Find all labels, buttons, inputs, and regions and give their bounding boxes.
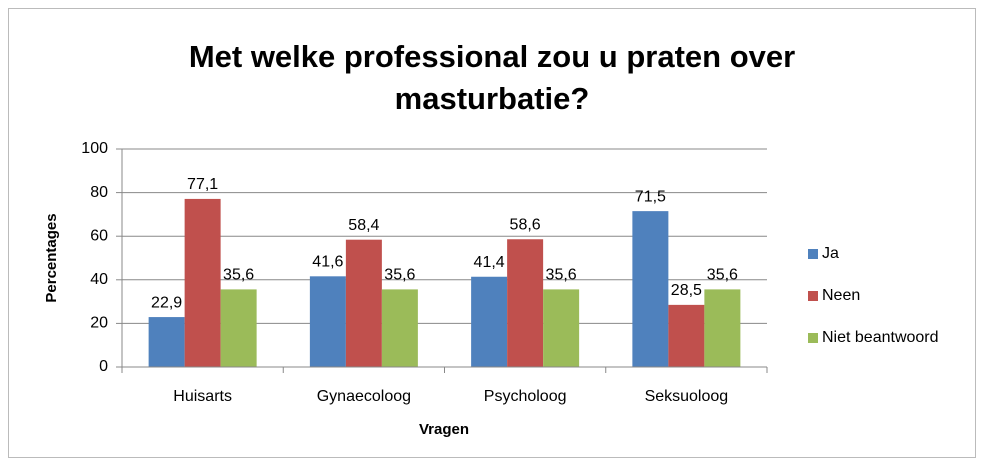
legend-swatch <box>808 291 818 301</box>
bar <box>148 317 185 367</box>
legend-swatch <box>808 333 818 343</box>
value-label: 58,4 <box>348 217 379 234</box>
value-label: 28,5 <box>671 282 702 299</box>
x-axis-label: Vragen <box>419 421 469 438</box>
value-label: 35,6 <box>707 267 738 284</box>
bar <box>220 289 257 367</box>
value-label: 77,1 <box>187 176 218 193</box>
x-tick-label: Huisarts <box>173 388 232 405</box>
x-tick-label: Psycholoog <box>484 388 567 405</box>
bar <box>632 211 669 367</box>
bar <box>543 289 580 367</box>
legend-label: Niet beantwoord <box>822 329 939 346</box>
chart-border <box>8 8 976 458</box>
bar <box>345 239 382 367</box>
chart-title: Met welke professional zou u praten over… <box>188 39 796 116</box>
value-label: 35,6 <box>384 267 415 284</box>
bar <box>184 198 221 367</box>
value-label: 41,6 <box>312 254 343 271</box>
bar <box>381 289 418 367</box>
legend-swatch <box>808 249 818 259</box>
bar <box>507 239 544 367</box>
value-label: 58,6 <box>510 216 541 233</box>
value-label: 22,9 <box>151 294 182 311</box>
bar <box>309 276 346 367</box>
value-label: 35,6 <box>223 267 254 284</box>
x-tick-label: Seksuoloog <box>645 388 729 405</box>
bar <box>668 304 705 367</box>
y-tick-label: 60 <box>90 227 108 244</box>
bar <box>471 276 508 367</box>
y-axis-label: Percentages <box>43 213 60 302</box>
y-tick-label: 0 <box>99 358 108 375</box>
value-label: 71,5 <box>635 188 666 205</box>
y-tick-label: 40 <box>90 271 108 288</box>
y-tick-label: 100 <box>81 140 108 157</box>
y-tick-label: 80 <box>90 184 108 201</box>
x-tick-label: Gynaecoloog <box>317 388 411 405</box>
bar <box>704 289 741 367</box>
value-label: 41,4 <box>474 254 505 271</box>
y-tick-label: 20 <box>90 315 108 332</box>
legend-label: Ja <box>822 245 839 262</box>
legend-label: Neen <box>822 287 860 304</box>
value-label: 35,6 <box>546 267 577 284</box>
